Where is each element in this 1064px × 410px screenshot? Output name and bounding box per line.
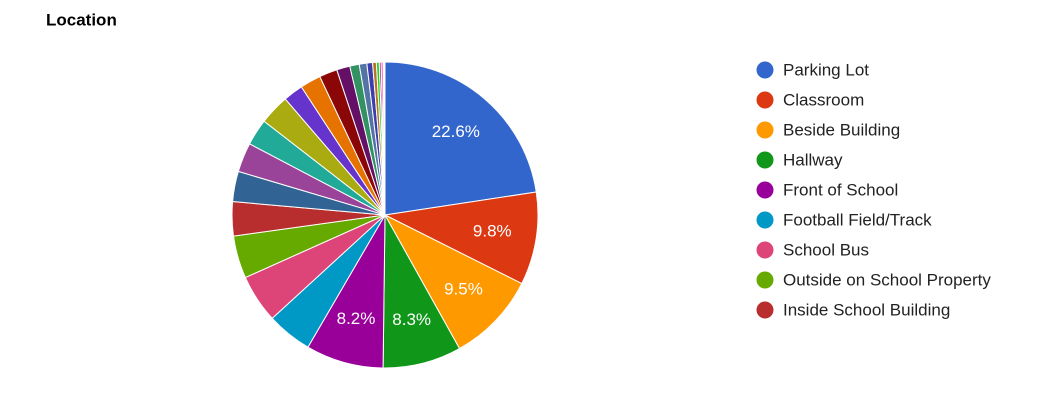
legend-marker	[756, 211, 774, 229]
pie-slice	[384, 61, 537, 216]
legend-label: School Bus	[783, 240, 869, 259]
legend-marker	[756, 181, 774, 199]
legend-marker	[756, 271, 774, 289]
legend-label: Parking Lot	[783, 60, 869, 79]
legend-label: Football Field/Track	[783, 210, 932, 229]
legend-label: Hallway	[783, 150, 843, 169]
slice-label: 22.6%	[432, 122, 480, 141]
legend-label: Classroom	[783, 90, 864, 109]
legend-label: Outside on School Property	[783, 270, 991, 289]
slice-label: 9.8%	[473, 221, 512, 240]
slice-label: 9.5%	[444, 280, 483, 299]
pie-slice	[383, 213, 523, 350]
legend-label: Beside Building	[783, 120, 900, 139]
legend-label: Front of School	[783, 180, 898, 199]
chart-title: Location	[46, 10, 117, 29]
legend-marker	[756, 91, 774, 109]
slice-label: 8.3%	[392, 310, 431, 329]
legend-marker	[756, 121, 774, 139]
pie-slice	[383, 191, 539, 285]
pie-slice	[383, 61, 386, 216]
legend-marker	[756, 241, 774, 259]
legend-marker	[756, 301, 774, 319]
slice-label: 8.2%	[337, 309, 376, 328]
legend-marker	[756, 61, 774, 79]
legend-label: Inside School Building	[783, 300, 950, 319]
legend-marker	[756, 151, 774, 169]
